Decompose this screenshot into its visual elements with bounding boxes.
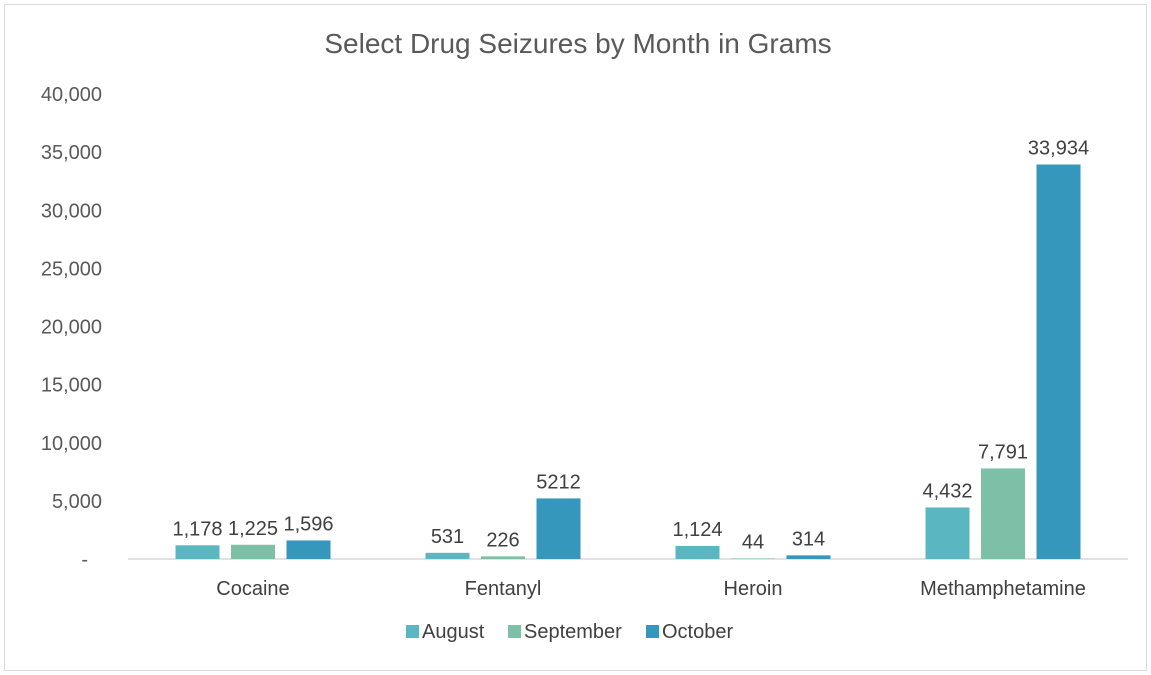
legend: August September October bbox=[406, 621, 733, 643]
data-label: 1,596 bbox=[283, 513, 333, 535]
bar-october-cocaine bbox=[286, 540, 331, 559]
category-label: Fentanyl bbox=[465, 578, 542, 600]
data-label: 4,432 bbox=[922, 480, 972, 502]
category-labels: Cocaine Fentanyl Heroin Methamphetamine bbox=[216, 578, 1086, 600]
y-tick-label: 15,000 bbox=[41, 375, 102, 397]
bar-august-heroin bbox=[675, 545, 720, 559]
data-label: 314 bbox=[792, 528, 825, 550]
data-label: 7,791 bbox=[978, 441, 1028, 463]
legend-swatch-august bbox=[406, 625, 419, 638]
y-tick-label: 5,000 bbox=[52, 491, 102, 513]
legend-swatch-october bbox=[646, 625, 659, 638]
legend-swatch-september bbox=[508, 625, 521, 638]
data-label: 226 bbox=[486, 529, 519, 551]
bar-august-cocaine bbox=[175, 545, 220, 559]
legend-label-september: September bbox=[524, 621, 622, 643]
category-label: Methamphetamine bbox=[920, 578, 1086, 600]
data-label: 531 bbox=[431, 526, 464, 548]
bar-september-cocaine bbox=[231, 544, 275, 559]
bar-september-heroin bbox=[731, 558, 775, 559]
y-tick-label: - bbox=[81, 549, 88, 571]
data-label: 1,124 bbox=[672, 519, 722, 541]
bar-september-fentanyl bbox=[481, 556, 525, 559]
bar-august-fentanyl bbox=[425, 552, 470, 559]
data-label: 44 bbox=[742, 531, 764, 553]
data-labels: 1,178 1,225 1,596 531 226 5212 1,124 44 314 4,432… bbox=[172, 138, 1089, 554]
y-tick-label: 30,000 bbox=[41, 200, 102, 222]
y-axis-ticks: - 5,000 10,000 15,000 20,000 25,000 30,000 35,0… bbox=[41, 84, 102, 571]
bars bbox=[175, 164, 1081, 559]
data-label: 1,178 bbox=[172, 518, 222, 540]
y-tick-label: 40,000 bbox=[41, 84, 102, 106]
bar-august-methamphetamine bbox=[925, 507, 970, 559]
category-label: Heroin bbox=[724, 578, 783, 600]
data-label: 5212 bbox=[536, 471, 581, 493]
y-tick-label: 10,000 bbox=[41, 433, 102, 455]
category-label: Cocaine bbox=[216, 578, 289, 600]
data-label: 33,934 bbox=[1028, 138, 1089, 160]
bar-october-heroin bbox=[786, 555, 831, 559]
bar-september-methamphetamine bbox=[981, 468, 1025, 559]
bar-october-fentanyl bbox=[536, 498, 581, 559]
chart-title: Select Drug Seizures by Month in Grams bbox=[324, 28, 831, 59]
y-tick-label: 25,000 bbox=[41, 258, 102, 280]
legend-label-august: August bbox=[422, 621, 485, 643]
bar-october-methamphetamine bbox=[1036, 164, 1081, 559]
data-label: 1,225 bbox=[228, 518, 278, 540]
y-tick-label: 20,000 bbox=[41, 317, 102, 339]
y-tick-label: 35,000 bbox=[41, 142, 102, 164]
chart-frame bbox=[4, 4, 1147, 671]
legend-label-october: October bbox=[662, 621, 733, 643]
